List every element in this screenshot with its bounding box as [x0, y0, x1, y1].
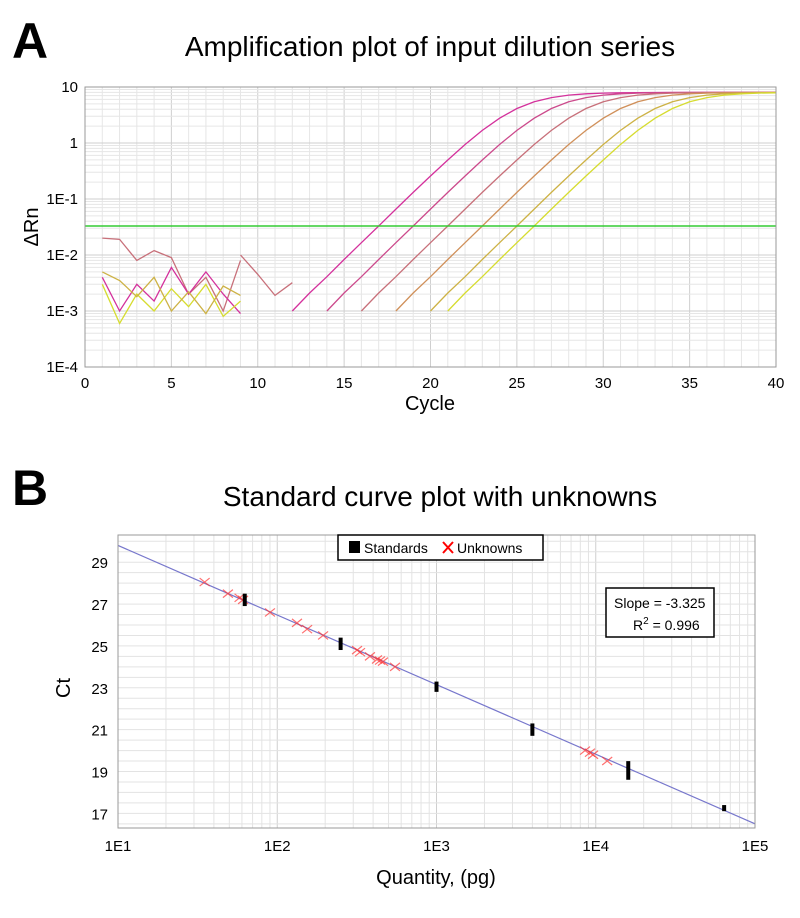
y-tick-label: 29: [91, 555, 108, 572]
x-tick-label: 1E4: [582, 838, 609, 855]
x-tick-label: 5: [167, 375, 175, 392]
x-tick-label: 35: [681, 375, 698, 392]
x-tick-label: 25: [509, 375, 526, 392]
x-tick-label: 1E5: [742, 838, 769, 855]
x-tick-label: 40: [768, 375, 785, 392]
y-tick-label: 17: [91, 806, 108, 823]
standard-point: [434, 681, 439, 692]
unknown-point: [301, 624, 313, 634]
panel-a-label: A: [12, 13, 48, 69]
amplification-curve-3: [395, 91, 777, 312]
legend-standards-label: Standards: [364, 540, 428, 556]
chart-a-grid: [84, 87, 777, 368]
slope-text: Slope = -3.325: [614, 595, 706, 611]
chart-b-title: Standard curve plot with unknowns: [223, 481, 657, 512]
standard-point: [626, 761, 631, 780]
chart-a-series: [101, 91, 777, 325]
legend-box: [337, 534, 544, 561]
unknown-point: [377, 657, 389, 667]
unknown-point: [601, 756, 613, 766]
chart-a-ylabel: ΔRn: [21, 208, 43, 247]
y-tick-label: 1E-2: [46, 247, 78, 264]
y-tick-label: 21: [91, 723, 108, 740]
legend-unknowns-label: Unknowns: [457, 540, 522, 556]
unknown-point: [264, 607, 276, 617]
standard-point: [242, 593, 247, 607]
legend-unknowns-marker: [442, 541, 454, 554]
unknown-point: [587, 750, 599, 760]
legend-standards-marker: [349, 541, 360, 553]
chart-b-points: [199, 577, 727, 812]
x-tick-label: 1E2: [264, 838, 291, 855]
amplification-curve-6: [102, 237, 242, 313]
chart-a-frame: [84, 86, 777, 368]
unknown-point: [222, 589, 234, 599]
chart-b-grid: [117, 535, 755, 828]
unknown-point: [371, 655, 383, 664]
amplification-curve-8: [101, 283, 241, 325]
unknown-point: [354, 647, 366, 657]
unknown-point: [364, 651, 376, 661]
unknown-point: [374, 656, 386, 666]
amplification-curve-7: [101, 266, 241, 315]
unknown-point: [317, 630, 329, 640]
x-tick-label: 30: [595, 375, 612, 392]
y-tick-label: 23: [91, 681, 108, 698]
panel-b-label: B: [12, 460, 48, 516]
stats-frame: [605, 587, 715, 638]
x-tick-label: 1E3: [423, 838, 450, 855]
amplification-curve-5: [447, 92, 777, 312]
chart-b-ticks: 1E1 1E2 1E3 1E4 1E5 17 19 21 23 25 27 29: [91, 555, 768, 855]
chart-a-xlabel: Cycle: [405, 393, 455, 415]
legend: Standards Unknowns: [337, 534, 544, 561]
y-tick-label: 19: [91, 764, 108, 781]
chart-b-ylabel: Ct: [53, 678, 75, 698]
y-tick-label: 1E-1: [46, 191, 78, 208]
amplification-curve-10: [240, 254, 293, 297]
chart-a-title: Amplification plot of input dilution ser…: [185, 31, 675, 62]
y-tick-label: 1E-3: [46, 303, 78, 320]
y-tick-label: 27: [91, 597, 108, 614]
chart-a-ticks: 0 5 10 15 20 25 30 35 40 1E-4 1E-3 1E-2 1E-1 1 10: [46, 79, 784, 392]
r2-text: R2 = 0.996: [633, 616, 700, 633]
chart-b-xlabel: Quantity, (pg): [376, 867, 496, 889]
y-tick-label: 1: [70, 135, 78, 152]
x-tick-label: 0: [81, 375, 89, 392]
x-tick-label: 20: [422, 375, 439, 392]
x-tick-label: 15: [336, 375, 353, 392]
unknown-point: [199, 577, 211, 587]
standard-point: [530, 723, 535, 736]
y-tick-label: 10: [61, 79, 78, 96]
stats-box: Slope = -3.325 R2 = 0.996: [605, 587, 715, 638]
unknown-point: [389, 662, 401, 672]
x-tick-label: 1E1: [105, 838, 132, 855]
y-tick-label: 25: [91, 639, 108, 656]
standard-point: [722, 805, 727, 812]
amplification-curve-9: [102, 271, 241, 315]
x-tick-label: 10: [249, 375, 266, 392]
y-tick-label: 1E-4: [46, 359, 78, 376]
unknown-point: [291, 618, 303, 628]
amplification-curve-4: [430, 91, 777, 312]
standard-point: [338, 637, 343, 651]
